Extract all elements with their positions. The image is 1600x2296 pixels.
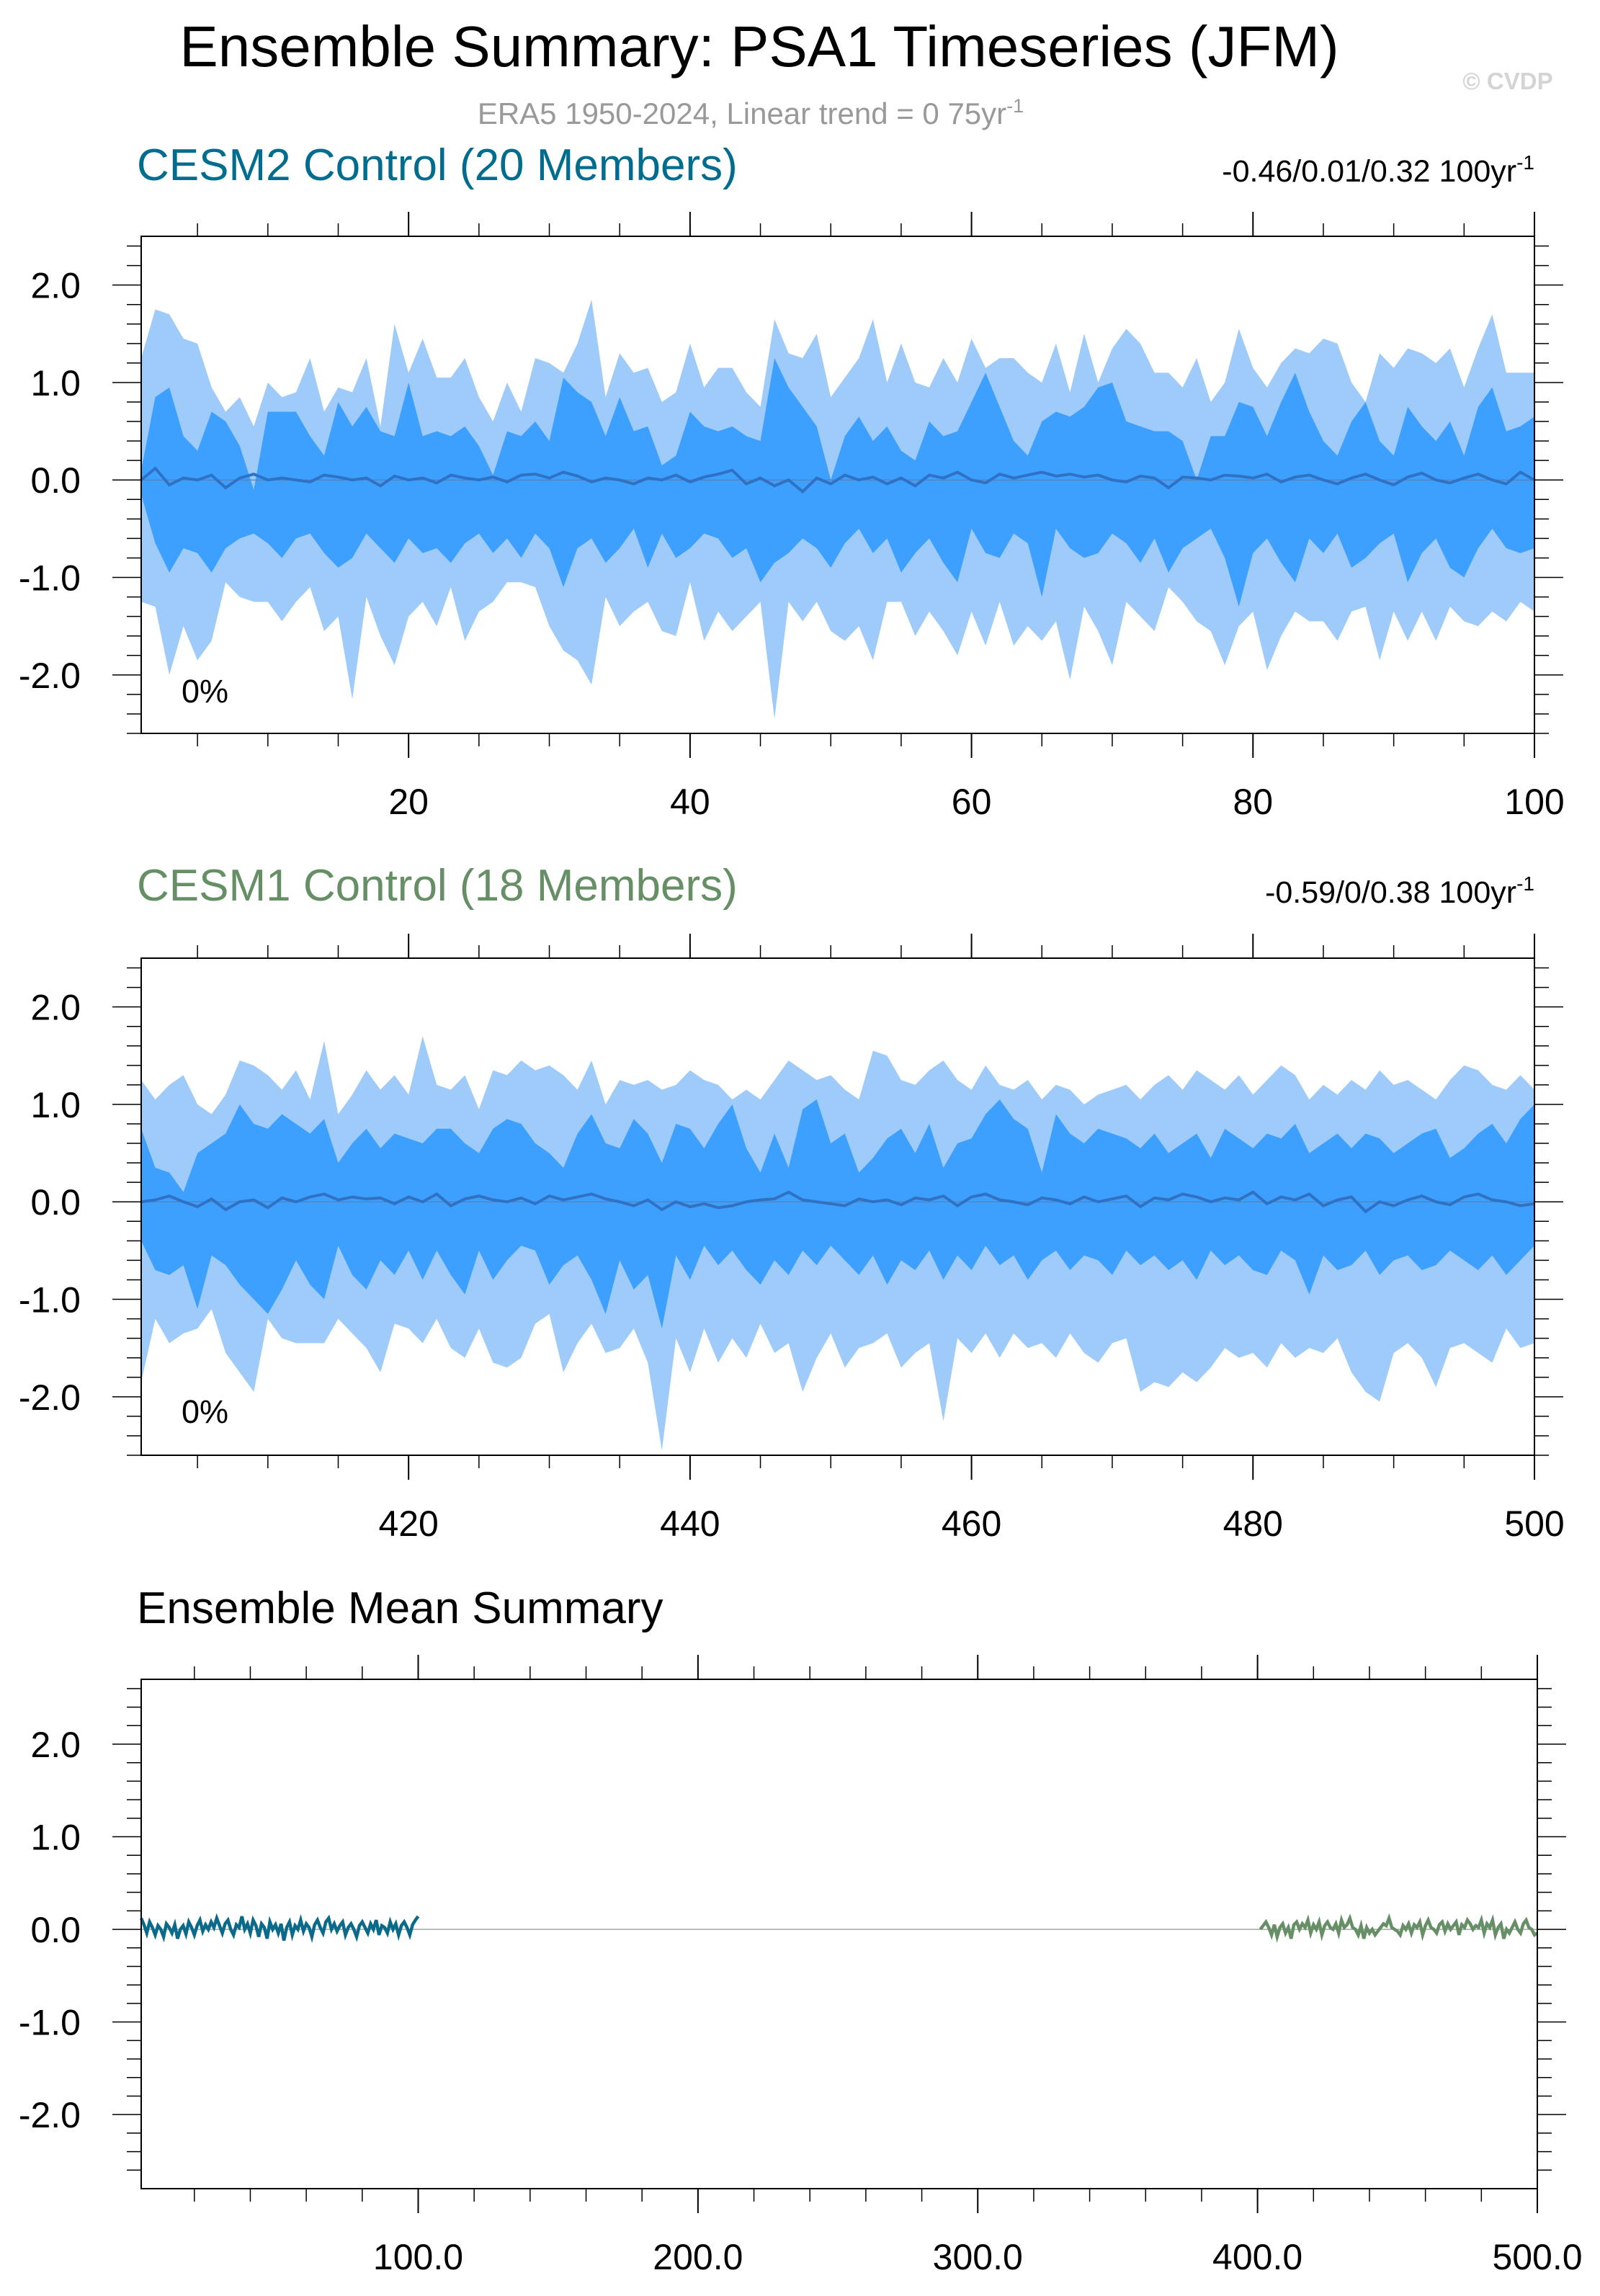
panel-cesm2-trend-sup: -1 — [1516, 151, 1534, 174]
panel-cesm1-percent-label: 0% — [182, 1393, 228, 1430]
panel-ensemble-mean-series — [139, 1913, 1539, 1944]
x-tick-label: 500.0 — [1492, 2237, 1582, 2277]
plot-frame — [140, 1679, 1538, 2189]
ensemble-mean-line — [140, 466, 1535, 494]
panel-cesm1-trend-text: -0.59/0/0.38 100yr — [1265, 875, 1516, 910]
y-tick-label: -2.0 — [19, 656, 81, 696]
x-tick-label: 100.0 — [373, 2237, 463, 2277]
plot-frame — [140, 236, 1535, 734]
x-tick-label: 300.0 — [933, 2237, 1023, 2277]
panel-cesm2-title: CESM2 Control (20 Members) — [137, 140, 738, 190]
x-tick-label: 500 — [1504, 1504, 1564, 1544]
y-tick-label: 0.0 — [30, 1182, 81, 1223]
panel-ensemble-mean-plot-area: 100.0 200.0 300.0 400.0 500.0 2.0 1.0 0.0 -1.0 -2… — [19, 1655, 1583, 2277]
summary-line-1 — [1259, 1913, 1539, 1944]
summary-line-0 — [139, 1913, 420, 1944]
figure-subtitle-sup: -1 — [1006, 95, 1024, 117]
y-tick-label: 2.0 — [30, 988, 81, 1028]
panel-cesm1-series — [140, 1036, 1535, 1451]
panel-cesm2-trend-text: -0.46/0.01/0.32 100yr — [1222, 154, 1516, 189]
figure-title: Ensemble Summary: PSA1 Timeseries (JFM) — [179, 14, 1338, 79]
panel-cesm1: CESM1 Control (18 Members) -0.59/0/0.38 … — [19, 861, 1565, 1544]
panel-cesm1-plot-area: 420 440 460 480 500 2.0 1.0 0.0 -1.0 -2.0 — [19, 934, 1565, 1544]
x-tick-label: 20 — [388, 782, 429, 822]
y-tick-label: -1.0 — [19, 1280, 81, 1321]
plot-frame — [140, 957, 1535, 1456]
x-tick-label: 440 — [660, 1504, 720, 1544]
y-tick-label: 2.0 — [30, 266, 81, 306]
x-tick-label: 80 — [1233, 782, 1273, 822]
watermark: © CVDP — [1462, 68, 1552, 94]
panel-cesm1-title: CESM1 Control (18 Members) — [137, 861, 738, 911]
panel-ensemble-mean: Ensemble Mean Summary 100.0 200.0 300.0 400… — [19, 1583, 1583, 2277]
y-tick-label: 1.0 — [30, 1818, 81, 1858]
panel-cesm2-series — [140, 299, 1535, 719]
y-tick-label: -1.0 — [19, 558, 81, 599]
y-tick-label: 2.0 — [30, 1725, 81, 1765]
y-tick-label: -1.0 — [19, 2003, 81, 2043]
panel-cesm1-trend-sup: -1 — [1516, 872, 1534, 895]
x-tick-label: 60 — [952, 782, 992, 822]
panel-ensemble-mean-title: Ensemble Mean Summary — [137, 1583, 663, 1633]
x-tick-label: 40 — [670, 782, 710, 822]
panel-cesm2-plot-area: 20 40 60 80 100 2.0 1.0 0.0 -1.0 -2.0 — [19, 212, 1565, 822]
x-tick-label: 480 — [1223, 1504, 1283, 1544]
x-tick-label: 460 — [942, 1504, 1001, 1544]
panel-cesm2-percent-label: 0% — [182, 673, 228, 710]
figure-subtitle: ERA5 1950-2024, Linear trend = 0 75yr-1 — [478, 95, 1024, 130]
y-tick-label: 1.0 — [30, 363, 81, 403]
panel-cesm2: CESM2 Control (20 Members) -0.46/0.01/0.… — [19, 140, 1565, 822]
y-tick-label: 0.0 — [30, 1910, 81, 1950]
x-tick-label: 200.0 — [653, 2237, 743, 2277]
x-tick-label: 420 — [378, 1504, 438, 1544]
y-tick-label: -2.0 — [19, 1377, 81, 1418]
figure-subtitle-text: ERA5 1950-2024, Linear trend = 0 75yr — [478, 97, 1006, 130]
y-tick-label: 1.0 — [30, 1085, 81, 1125]
inner-range-band — [141, 358, 1534, 607]
x-tick-label: 400.0 — [1212, 2237, 1302, 2277]
y-tick-label: -2.0 — [19, 2095, 81, 2135]
inner-range-band — [141, 1099, 1534, 1329]
ensemble-mean-line — [140, 1190, 1535, 1214]
y-tick-label: 0.0 — [30, 460, 81, 501]
panel-cesm2-trend: -0.46/0.01/0.32 100yr-1 — [1222, 151, 1534, 189]
x-tick-label: 100 — [1504, 782, 1564, 822]
panel-cesm1-trend: -0.59/0/0.38 100yr-1 — [1265, 872, 1534, 910]
